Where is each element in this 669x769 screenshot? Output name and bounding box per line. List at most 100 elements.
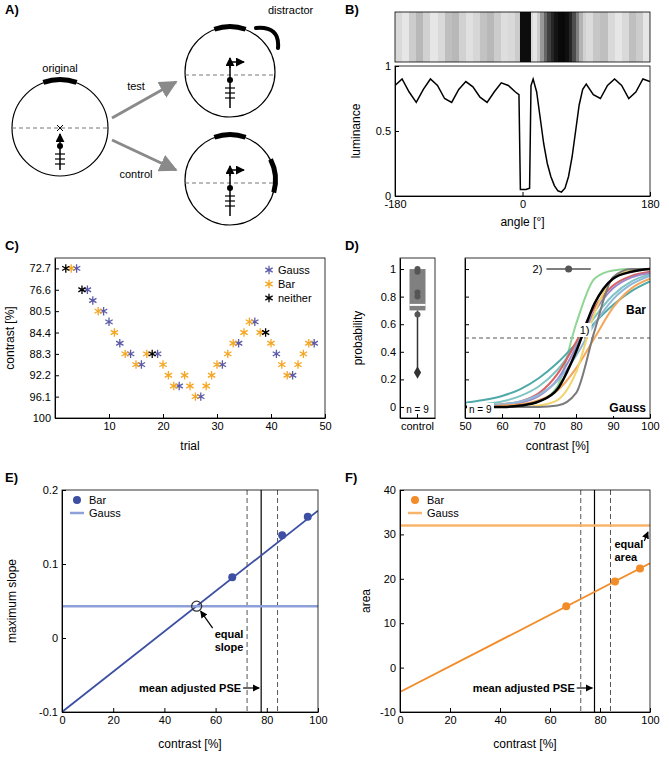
series-line [400,524,650,527]
tick-label: 0 [59,714,65,726]
tick: 40 [159,708,171,726]
pse-mean [261,490,262,712]
point [267,339,274,347]
tick: 0.1 [43,558,66,570]
tick-label: 30 [384,528,396,540]
strip-cell [615,12,623,62]
frame [62,490,318,712]
point [213,360,220,368]
tick-mark [400,668,404,669]
point [284,371,291,379]
point [149,350,156,358]
axis: -1800180 [384,192,659,210]
strip-cell [416,12,424,62]
turn-arrow [230,62,244,68]
stimulus-arc [43,77,78,85]
tick-label: control [401,420,434,432]
panel: F)020406080100-10010203040contrast [%]ar… [345,470,660,751]
point [208,371,215,379]
whisker-end [414,366,421,378]
tick-mark [576,414,577,418]
strip-cell [540,12,544,62]
arrow [201,611,213,628]
strip-cell [629,12,637,62]
axis: 020406080100 [397,708,659,726]
point [138,360,145,368]
tick-mark [465,269,469,270]
strip-cell [430,12,438,62]
tick: 96.1 [30,391,59,403]
pse-marker [565,266,572,273]
curve [465,272,650,407]
point [176,382,183,390]
tick-label: 70 [533,420,545,432]
axis: 1020304050 [56,414,332,432]
tick [465,269,469,270]
tick: 80 [594,708,606,726]
axis-title: contrast [%] [3,306,17,369]
point [228,573,236,581]
legend-marker [265,266,272,274]
point [192,392,199,400]
legend-marker [411,496,419,504]
point [636,565,644,573]
tick-label: 100 [641,420,659,432]
curve [465,275,650,406]
fly-leg [225,200,235,201]
point [143,350,150,358]
label-patch [137,681,243,695]
label-patch [467,403,494,416]
tick-mark [55,311,59,312]
point [68,264,75,272]
tick-mark [465,324,469,325]
tick-mark [400,352,404,353]
fly-leg [225,205,235,206]
arrow [243,687,259,688]
label-patch [607,400,648,416]
panel-letter: E) [5,470,18,485]
frame [400,258,435,418]
legend-label: Bar [427,494,444,506]
tick: 50 [319,414,331,432]
point [186,382,193,390]
point [122,350,129,358]
tick-mark [267,708,268,712]
tick-label: 0.5 [376,125,391,137]
tick: 20 [384,573,404,585]
axis-title: contrast [%] [493,737,556,751]
tick-label: 0.2 [43,484,58,496]
fly-leg [55,163,65,164]
point [170,382,177,390]
tick-label: 20 [108,714,120,726]
tick-mark [55,397,59,398]
tick-label: 60 [210,714,222,726]
tick-label: 30 [211,420,223,432]
tick: 30 [211,414,223,432]
label-patch [578,323,592,337]
legend-label: Gauss [278,264,310,276]
heading-arrow [59,134,61,170]
tick: 0 [390,401,404,413]
strip-cell [523,12,527,62]
strip-cell [515,12,519,62]
point [415,269,421,275]
tick-mark [109,414,110,418]
tick: 100 [641,708,659,726]
tick: 80 [261,708,273,726]
axis: 72.776.680.584.488.392.296.1100 [30,259,59,425]
strip-cell [608,12,616,62]
strip-cell [494,12,502,62]
point [89,296,96,304]
annotation: equalarea [615,538,644,563]
legend-marker [70,512,84,515]
annotation: mean adjusted PSE [139,682,241,694]
tick [465,297,469,298]
point [273,350,280,358]
tick-label: 0 [397,714,403,726]
fly-leg [225,92,235,93]
axis-title: contrast [%] [526,439,589,453]
plot-area [395,79,650,192]
annotation: equalslope [215,628,244,653]
tick-label: 100 [309,714,327,726]
tick-label: 0.1 [43,558,58,570]
